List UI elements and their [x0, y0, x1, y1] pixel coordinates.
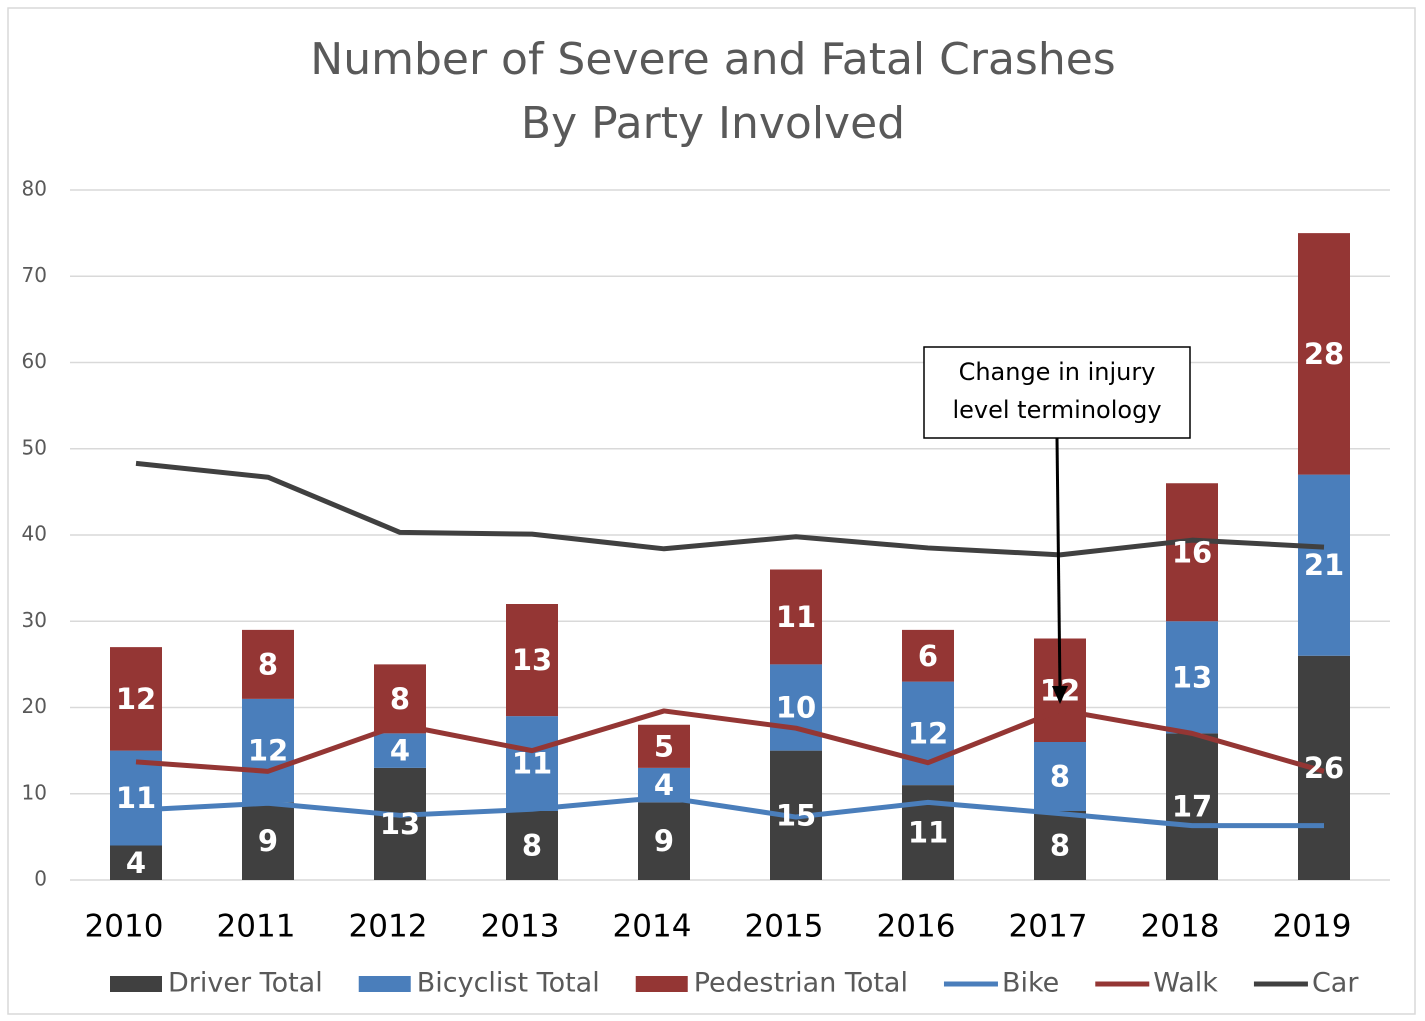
- bar-segment: [506, 604, 558, 717]
- bar-segment: [374, 664, 426, 734]
- y-tick-label: 0: [34, 867, 47, 891]
- data-label: 26: [1304, 751, 1344, 785]
- data-label: 8: [258, 647, 278, 681]
- x-tick-label: 2012: [349, 909, 428, 945]
- bar-segment: [770, 569, 822, 665]
- bar-segment: [770, 664, 822, 751]
- data-label: 28: [1304, 337, 1344, 371]
- x-tick-label: 2016: [877, 909, 956, 945]
- x-tick-label: 2015: [745, 909, 824, 945]
- legend-swatch: [110, 976, 162, 992]
- data-label: 12: [248, 734, 288, 768]
- legend-label: Walk: [1153, 968, 1218, 999]
- bar-segment: [638, 724, 690, 768]
- bar-segment: [1034, 742, 1086, 811]
- x-tick-label: 2014: [613, 909, 692, 945]
- bar-segment: [902, 681, 954, 786]
- chart-subtitle: By Party Involved: [521, 98, 905, 149]
- line-series: [135, 794, 1324, 829]
- bar-segment: [242, 698, 294, 803]
- data-label: 9: [654, 824, 674, 858]
- data-label: 13: [380, 807, 420, 841]
- legend-label: Bicyclist Total: [417, 968, 600, 999]
- annotation-box: [923, 346, 1191, 439]
- data-label: 13: [1172, 660, 1212, 694]
- y-tick-label: 30: [22, 608, 47, 632]
- bar-segment: [110, 647, 162, 751]
- bar-segment: [1298, 474, 1350, 656]
- bar-segment: [242, 629, 294, 699]
- data-label: 6: [918, 639, 938, 673]
- bar-segment: [638, 802, 690, 880]
- bar-segment: [506, 811, 558, 880]
- data-label: 8: [390, 682, 410, 716]
- data-label: 17: [1172, 790, 1212, 824]
- bar-segment: [374, 733, 426, 768]
- legend-label: Bike: [1002, 968, 1059, 999]
- y-tick-label: 80: [22, 177, 47, 201]
- x-tick-label: 2011: [217, 909, 296, 945]
- x-tick-label: 2013: [481, 909, 560, 945]
- arrow-head: [1052, 686, 1068, 704]
- bar-segment: [1034, 811, 1086, 880]
- data-label: 11: [776, 600, 816, 634]
- data-label: 5: [654, 729, 674, 763]
- legend-swatch: [358, 976, 411, 992]
- data-label: 11: [116, 781, 156, 815]
- data-label: 8: [522, 829, 542, 863]
- bar-segment: [1298, 233, 1350, 475]
- y-tick-label: 20: [22, 694, 47, 718]
- data-label: 8: [1050, 829, 1070, 863]
- data-label: 13: [512, 643, 552, 677]
- bar-segment: [1166, 621, 1218, 734]
- data-label: 12: [908, 716, 948, 750]
- bar-segment: [374, 767, 426, 880]
- data-label: 16: [1172, 535, 1212, 569]
- legend-swatch: [635, 976, 688, 992]
- data-label: 10: [776, 691, 816, 725]
- x-tick-label: 2019: [1273, 909, 1352, 945]
- line-series: [135, 707, 1325, 774]
- x-tick-label: 2017: [1009, 909, 1088, 945]
- bar-segment: [1166, 733, 1218, 880]
- legend-label: Car: [1312, 968, 1359, 999]
- line-series: [135, 460, 1325, 558]
- bar-segment: [110, 750, 162, 846]
- annotation-arrow: [1055, 437, 1062, 691]
- data-label: 21: [1304, 548, 1344, 582]
- x-tick-label: 2010: [85, 909, 164, 945]
- data-label: 12: [116, 682, 156, 716]
- chart-title: Number of Severe and Fatal Crashes: [310, 34, 1115, 85]
- legend-label: Pedestrian Total: [694, 968, 908, 999]
- bar-segment: [110, 845, 162, 880]
- annotation-text: Change in injury: [959, 358, 1156, 386]
- y-tick-label: 60: [22, 349, 47, 373]
- bar-segment: [242, 802, 294, 880]
- data-label: 4: [390, 734, 410, 768]
- y-tick-label: 40: [22, 522, 47, 546]
- data-label: 8: [1050, 760, 1070, 794]
- data-label: 15: [776, 798, 816, 832]
- y-tick-label: 70: [22, 263, 47, 287]
- data-label: 11: [512, 747, 552, 781]
- data-label: 9: [258, 824, 278, 858]
- data-label: 4: [654, 768, 674, 802]
- data-label: 11: [908, 816, 948, 850]
- data-label: 4: [126, 846, 146, 880]
- annotation-text: level terminology: [952, 396, 1161, 424]
- x-tick-label: 2018: [1141, 909, 1220, 945]
- y-tick-label: 10: [22, 780, 47, 804]
- bar-segment: [1166, 483, 1218, 622]
- legend-label: Driver Total: [168, 968, 323, 999]
- bar-segment: [506, 716, 558, 811]
- y-tick-label: 50: [22, 435, 47, 459]
- bar-segment: [902, 629, 954, 682]
